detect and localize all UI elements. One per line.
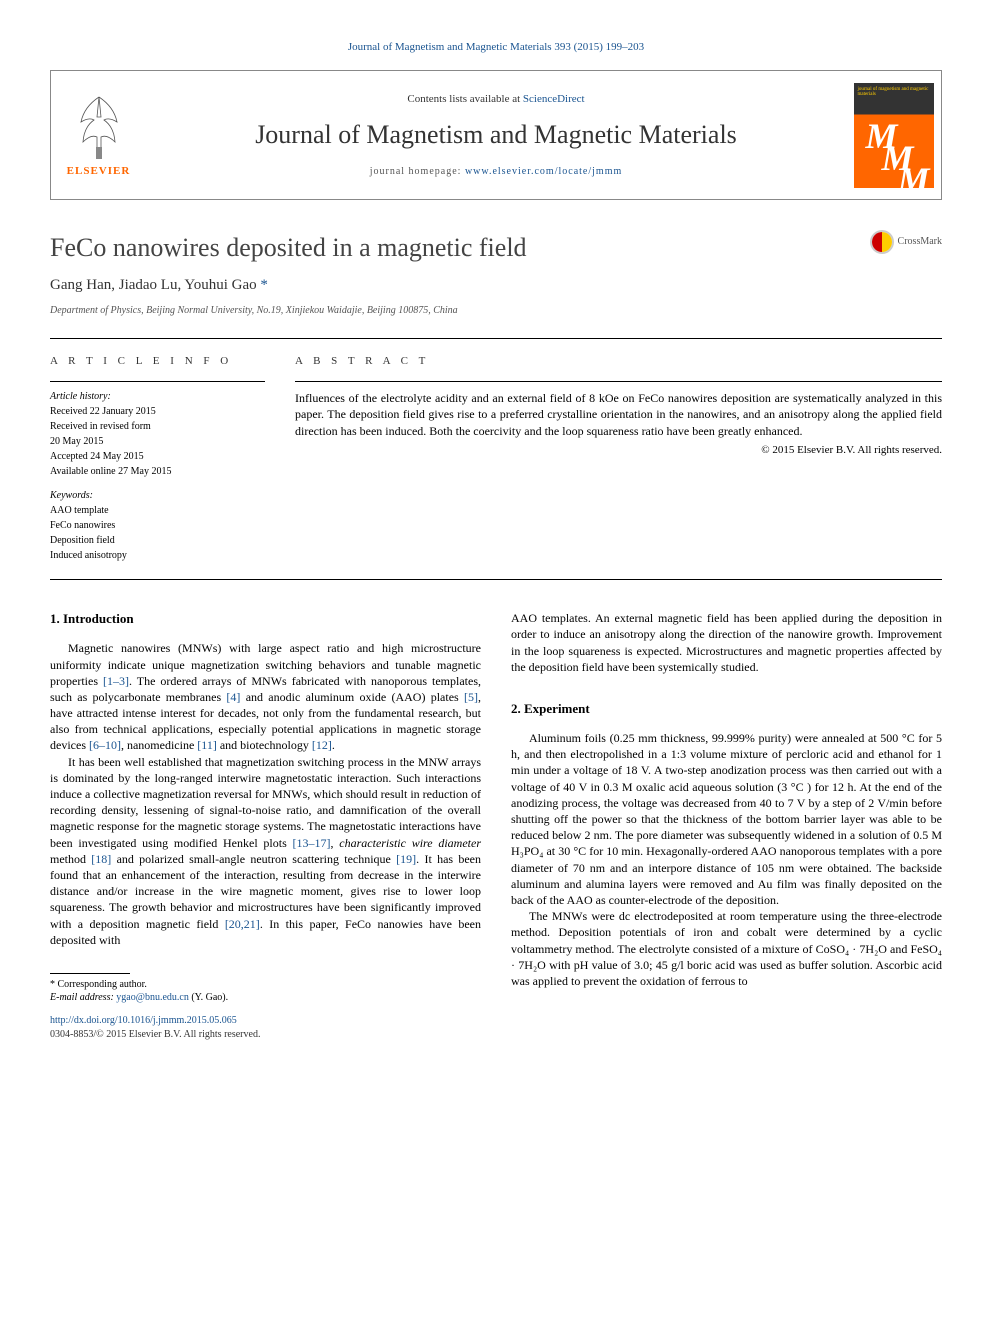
crossmark-label: CrossMark [898,235,942,249]
info-abstract-row: A R T I C L E I N F O Article history: R… [50,338,942,580]
text-emphasis: characteristic wire diameter [339,836,481,850]
doi-link[interactable]: http://dx.doi.org/10.1016/j.jmmm.2015.05… [50,1014,481,1028]
intro-para-1: Magnetic nanowires (MNWs) with large asp… [50,640,481,753]
authors: Gang Han, Jiadao Lu, Youhui Gao * [50,275,942,296]
elsevier-logo[interactable]: ELSEVIER [51,71,146,199]
article-info-heading: A R T I C L E I N F O [50,354,265,369]
text-run: method [50,852,91,866]
revised-label: Received in revised form [50,420,265,434]
received-date: Received 22 January 2015 [50,405,265,419]
keyword: Induced anisotropy [50,549,265,563]
elsevier-tree-icon [69,92,129,162]
keyword: Deposition field [50,534,265,548]
revised-date: 20 May 2015 [50,435,265,449]
experiment-heading: 2. Experiment [511,700,942,718]
crossmark-badge[interactable]: CrossMark [870,230,942,254]
corresponding-marker: * [260,277,268,293]
issn-copyright: 0304-8853/© 2015 Elsevier B.V. All right… [50,1028,481,1042]
text-run: , [331,836,340,850]
journal-header: ELSEVIER Contents lists available at Sci… [50,70,942,200]
exp-para-2: The MNWs were dc electrodeposited at roo… [511,908,942,989]
ref-link[interactable]: [12] [312,738,332,752]
ref-link[interactable]: [18] [91,852,111,866]
intro-para-3: AAO templates. An external magnetic fiel… [511,610,942,675]
text-run: , nanomedicine [121,738,197,752]
ref-link[interactable]: [5] [464,690,478,704]
abstract-column: A B S T R A C T Influences of the electr… [295,354,942,564]
title-row: FeCo nanowires deposited in a magnetic f… [50,230,942,266]
text-run: and biotechnology [217,738,312,752]
body-columns: 1. Introduction Magnetic nanowires (MNWs… [50,610,942,1042]
ref-link[interactable]: [20,21] [225,917,260,931]
journal-homepage: journal homepage: www.elsevier.com/locat… [370,165,623,179]
author-names: Gang Han, Jiadao Lu, Youhui Gao [50,277,257,293]
elsevier-label: ELSEVIER [67,164,131,179]
right-column: AAO templates. An external magnetic fiel… [511,610,942,1042]
text-run: and anodic aluminum oxide (AAO) plates [240,690,464,704]
journal-name: Journal of Magnetism and Magnetic Materi… [255,117,737,153]
crossmark-icon [870,230,894,254]
cover-thumbnail: journal of magnetism and magnetic materi… [854,83,934,188]
text-run: . [332,738,335,752]
email-label: E-mail address: [50,992,116,1003]
ref-link[interactable]: [11] [197,738,217,752]
intro-heading: 1. Introduction [50,610,481,628]
left-column: 1. Introduction Magnetic nanowires (MNWs… [50,610,481,1042]
accepted-date: Accepted 24 May 2015 [50,450,265,464]
ref-link[interactable]: [6–10] [89,738,121,752]
email-link[interactable]: ygao@bnu.edu.cn [116,992,189,1003]
contents-available: Contents lists available at ScienceDirec… [407,92,584,107]
contents-prefix: Contents lists available at [407,93,522,105]
ref-link[interactable]: [13–17] [293,836,331,850]
cover-m-icon: M [898,155,930,205]
abstract-text: Influences of the electrolyte acidity an… [295,390,942,439]
journal-cover: journal of magnetism and magnetic materi… [846,71,941,199]
keywords-block: Keywords: AAO template FeCo nanowires De… [50,489,265,563]
text-run: and polarized small-angle neutron scatte… [111,852,396,866]
homepage-link[interactable]: www.elsevier.com/locate/jmmm [465,166,622,177]
intro-para-2: It has been well established that magnet… [50,754,481,948]
email-suffix: (Y. Gao). [189,992,228,1003]
header-center: Contents lists available at ScienceDirec… [146,71,846,199]
keyword: AAO template [50,504,265,518]
homepage-prefix: journal homepage: [370,166,465,177]
ref-link[interactable]: [4] [226,690,240,704]
article-title: FeCo nanowires deposited in a magnetic f… [50,230,527,266]
keyword: FeCo nanowires [50,519,265,533]
online-date: Available online 27 May 2015 [50,465,265,479]
sciencedirect-link[interactable]: ScienceDirect [523,93,585,105]
email-footnote: E-mail address: ygao@bnu.edu.cn (Y. Gao)… [50,991,481,1004]
ref-link[interactable]: [19] [396,852,416,866]
history-label: Article history: [50,390,265,404]
keywords-label: Keywords: [50,489,265,503]
journal-citation[interactable]: Journal of Magnetism and Magnetic Materi… [50,40,942,55]
corresponding-footnote: * Corresponding author. [50,978,481,991]
article-info: A R T I C L E I N F O Article history: R… [50,354,265,564]
abstract-heading: A B S T R A C T [295,354,942,369]
abstract-copyright: © 2015 Elsevier B.V. All rights reserved… [295,443,942,458]
cover-title-text: journal of magnetism and magnetic materi… [858,87,930,98]
ref-link[interactable]: [1–3] [103,674,129,688]
footnote-separator [50,973,130,974]
exp-para-1: Aluminum foils (0.25 mm thickness, 99.99… [511,730,942,908]
affiliation: Department of Physics, Beijing Normal Un… [50,304,942,318]
